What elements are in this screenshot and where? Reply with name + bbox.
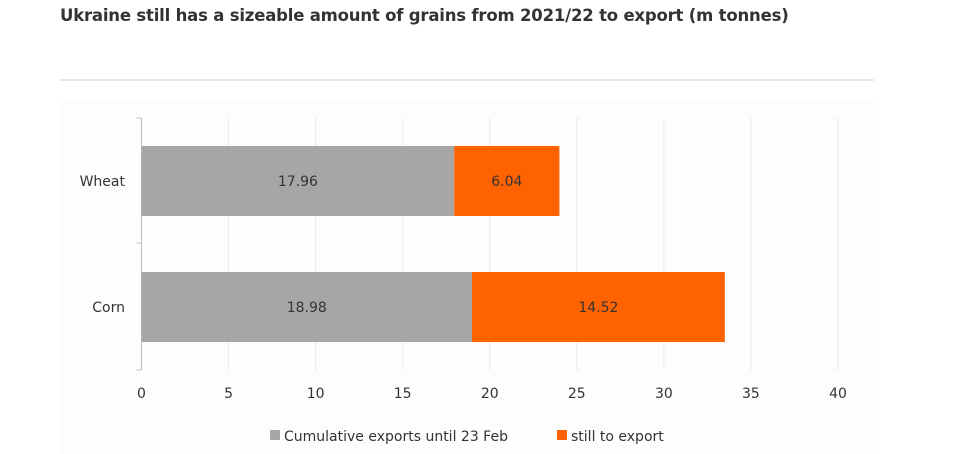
chart-title: Ukraine still has a sizeable amount of g… — [60, 6, 789, 25]
legend-label: Cumulative exports until 23 Feb — [284, 429, 508, 445]
category-label: Corn — [92, 300, 125, 316]
x-tick-label: 25 — [568, 386, 586, 402]
x-tick-label: 40 — [829, 386, 847, 402]
data-label: 18.98 — [287, 300, 327, 316]
bar-segment — [454, 146, 560, 216]
x-tick-label: 20 — [481, 386, 499, 402]
data-label: 17.96 — [278, 174, 318, 190]
legend-label: still to export — [571, 429, 664, 445]
bar-segment — [141, 146, 455, 216]
x-tick-label: 0 — [137, 386, 146, 402]
x-tick-label: 5 — [224, 386, 233, 402]
legend-swatch — [270, 430, 280, 440]
legend-swatch — [557, 430, 567, 440]
bar-segment — [141, 272, 472, 342]
x-tick-label: 15 — [394, 386, 412, 402]
x-tick-label: 10 — [307, 386, 325, 402]
x-tick-label: 35 — [742, 386, 760, 402]
x-tick-label: 30 — [655, 386, 673, 402]
data-label: 6.04 — [491, 174, 522, 190]
data-label: 14.52 — [578, 300, 618, 316]
category-label: Wheat — [80, 174, 126, 190]
bar-segment — [471, 272, 725, 342]
title-divider — [60, 79, 874, 81]
